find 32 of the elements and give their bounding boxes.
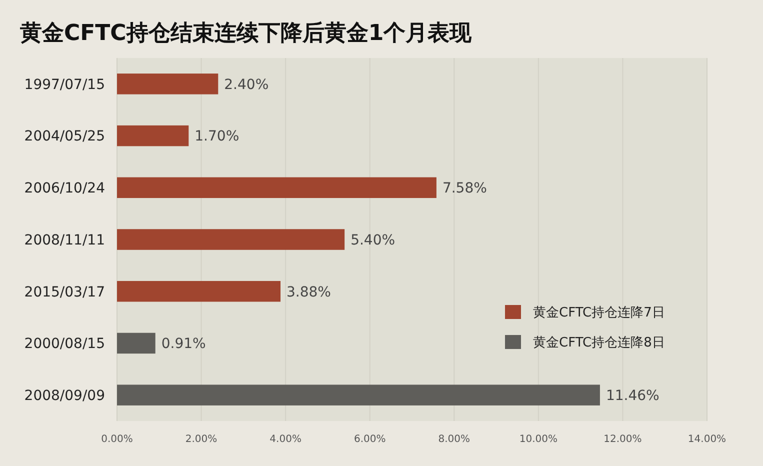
data-label: 5.40% [350,232,396,248]
chart-title: 黄金CFTC持仓结束连续下降后黄金1个月表现 [19,21,473,46]
y-tick-label: 1997/07/15 [24,76,105,93]
y-tick-label: 2000/08/15 [24,336,105,352]
x-tick-label: 2.00% [185,434,218,445]
x-tick-label: 12.00% [604,434,642,445]
bar [117,74,218,94]
bar [117,229,345,250]
x-tick-label: 10.00% [519,434,558,445]
bar [117,125,189,146]
data-label: 11.46% [606,388,660,404]
x-tick-label: 0.00% [101,434,133,445]
bar [117,384,600,406]
bar [117,177,436,198]
bar [117,332,156,354]
y-tick-label: 2015/03/17 [24,284,105,300]
y-tick-label: 2008/09/09 [24,388,105,404]
x-tick-label: 4.00% [270,434,302,445]
data-label: 3.88% [286,284,331,300]
legend-label: 黄金CFTC持仓连降8日 [533,336,665,351]
data-label: 7.58% [442,180,487,197]
data-label: 0.91% [161,336,206,352]
y-tick-label: 2008/11/11 [24,232,105,248]
data-label: 1.70% [194,128,240,145]
legend-label: 黄金CFTC持仓连降7日 [533,306,665,321]
bar [117,280,281,302]
x-tick-label: 14.00% [688,434,726,445]
x-tick-label: 8.00% [438,434,470,445]
y-tick-label: 2006/10/24 [24,180,106,197]
x-tick-label: 6.00% [354,434,386,445]
y-tick-label: 2004/05/25 [24,128,105,145]
data-label: 2.40% [224,76,269,93]
